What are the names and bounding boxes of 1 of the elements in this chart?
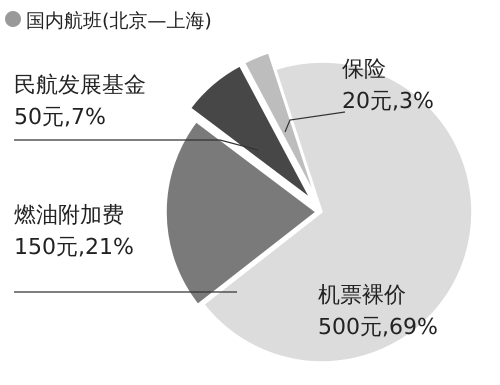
chart-title: 国内航班(北京—上海) (26, 10, 212, 32)
